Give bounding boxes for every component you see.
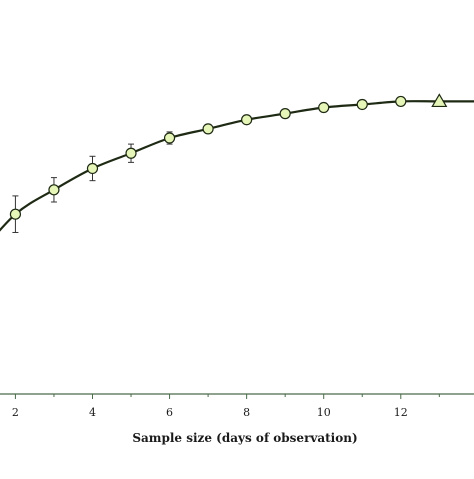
data-point [318,101,330,114]
data-markers [9,93,448,220]
x-tick-label: 10 [317,406,331,419]
data-point [125,147,137,159]
data-point [356,98,368,111]
x-tick-label: 8 [243,406,250,419]
data-point [279,108,291,120]
data-point [48,184,60,196]
series-line [0,100,474,232]
series-lines [0,100,474,232]
x-ticks: 2 4 6 8 10 12 [12,394,440,419]
data-point-triangle [431,93,448,108]
x-tick-label: 6 [166,406,173,419]
x-axis-title: Sample size (days of observation) [132,431,357,445]
x-tick-label: 12 [394,406,408,419]
data-point [202,123,214,135]
data-point [395,95,407,108]
data-point [86,162,99,175]
x-tick-label: 4 [89,406,96,419]
data-point [9,208,22,220]
data-point [241,114,253,126]
x-tick-label: 2 [12,406,19,419]
data-point [163,132,176,144]
